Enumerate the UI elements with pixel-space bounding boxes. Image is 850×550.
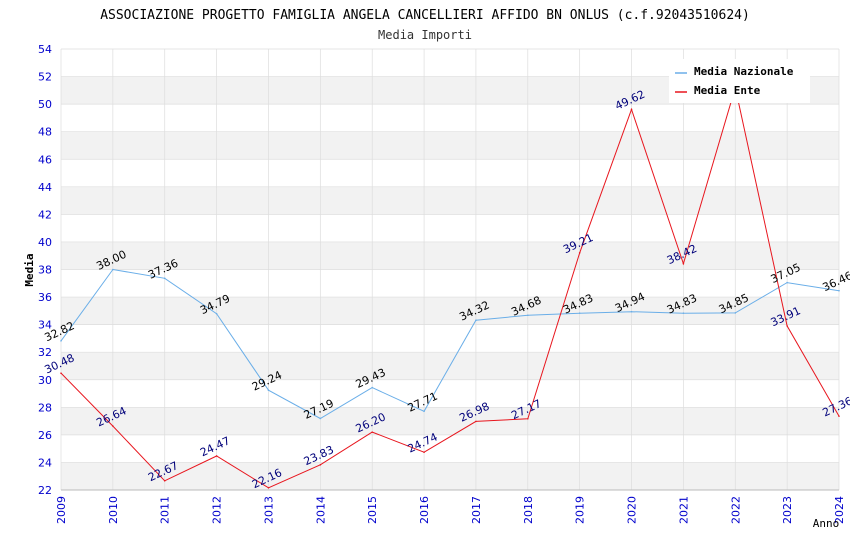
x-tick-label: 2013 xyxy=(262,496,275,524)
y-tick-label: 42 xyxy=(38,208,52,221)
x-tick-label: 2012 xyxy=(211,496,224,524)
data-point xyxy=(112,268,114,271)
grid-bands xyxy=(61,76,839,490)
x-tick-label: 2018 xyxy=(522,496,535,524)
y-axis-label: Media xyxy=(23,253,36,286)
y-tick-label: 22 xyxy=(38,484,52,497)
data-point xyxy=(215,455,218,457)
x-tick-label: 2010 xyxy=(107,496,120,524)
data-point xyxy=(527,314,529,317)
data-point xyxy=(319,463,322,466)
data-point xyxy=(112,425,114,427)
x-tick-label: 2023 xyxy=(781,496,794,524)
chart-subtitle: Media Importi xyxy=(378,28,472,42)
x-tick-label: 2021 xyxy=(677,496,690,524)
x-tick-label: 2019 xyxy=(574,496,587,524)
y-tick-label: 52 xyxy=(38,71,52,84)
data-point xyxy=(319,417,322,420)
legend-box xyxy=(669,59,810,103)
y-tick-label: 24 xyxy=(38,456,52,469)
x-tick-label: 2015 xyxy=(366,496,379,524)
grid-band xyxy=(61,462,839,490)
y-tick-label: 30 xyxy=(38,374,52,387)
y-tick-label: 32 xyxy=(38,346,52,359)
series-line-nazionale xyxy=(60,268,840,420)
x-tick-label: 2022 xyxy=(729,496,742,524)
data-point xyxy=(423,451,425,454)
x-tick-label: 2020 xyxy=(626,496,639,524)
data-point xyxy=(267,389,270,392)
y-tick-label: 54 xyxy=(38,43,52,56)
y-tick-label: 28 xyxy=(38,401,52,414)
legend-label-ente: Media Ente xyxy=(694,84,761,97)
legend-label-nazionale: Media Nazionale xyxy=(694,65,794,78)
data-point xyxy=(215,312,218,315)
x-tick-label: 2016 xyxy=(418,496,431,524)
x-tick-label: 2017 xyxy=(470,496,483,524)
data-point xyxy=(60,372,62,374)
y-tick-label: 26 xyxy=(38,429,52,442)
data-point xyxy=(527,417,529,420)
x-tick-label: 2024 xyxy=(833,496,846,524)
x-tick-label: 2014 xyxy=(314,496,327,524)
data-point xyxy=(786,325,788,327)
data-point xyxy=(578,312,581,314)
y-tick-label: 38 xyxy=(38,264,52,277)
grid-band xyxy=(61,407,839,435)
data-point xyxy=(838,289,840,292)
grid-band xyxy=(61,186,839,215)
data-point xyxy=(267,486,270,489)
data-point xyxy=(423,410,425,413)
data-point xyxy=(682,312,685,314)
data-point xyxy=(371,386,374,389)
grid-band xyxy=(61,241,839,270)
data-point xyxy=(475,420,477,423)
grid-band xyxy=(61,297,839,325)
y-tick-label: 36 xyxy=(38,291,52,304)
x-axis-ticks: 2009 2010 2011 2012 2013 2014 2015 2016 2017 2018… xyxy=(55,496,846,524)
data-point xyxy=(630,310,633,313)
x-tick-label: 2011 xyxy=(159,496,172,524)
data-point xyxy=(371,431,374,433)
data-point xyxy=(734,312,737,314)
y-tick-label: 34 xyxy=(38,319,52,332)
data-point xyxy=(786,281,788,284)
series-line-ente xyxy=(60,87,840,489)
data-point xyxy=(682,262,685,265)
y-tick-label: 48 xyxy=(38,126,52,139)
data-point xyxy=(60,340,62,342)
x-axis-label: Anno xyxy=(813,517,840,530)
data-point xyxy=(630,108,633,111)
grid-band xyxy=(61,131,839,160)
y-tick-label: 44 xyxy=(38,181,52,194)
data-point xyxy=(578,252,581,254)
data-point xyxy=(163,479,166,482)
y-tick-label: 50 xyxy=(38,98,52,111)
x-tick-label: 2009 xyxy=(55,496,68,524)
data-label: 24.47 xyxy=(198,434,232,459)
legend: Media Nazionale Media Ente xyxy=(669,59,810,103)
y-tick-label: 40 xyxy=(38,236,52,249)
y-tick-label: 46 xyxy=(38,153,52,166)
y-axis-ticks: 22 24 26 28 30 32 34 36 38 40 42 44 46 48 50 52 54 xyxy=(38,43,52,497)
data-point xyxy=(163,277,166,280)
data-point xyxy=(475,319,477,322)
grid-lines xyxy=(60,48,840,491)
chart-title: ASSOCIAZIONE PROGETTO FAMIGLIA ANGELA CA… xyxy=(100,8,750,23)
data-point xyxy=(838,415,840,417)
